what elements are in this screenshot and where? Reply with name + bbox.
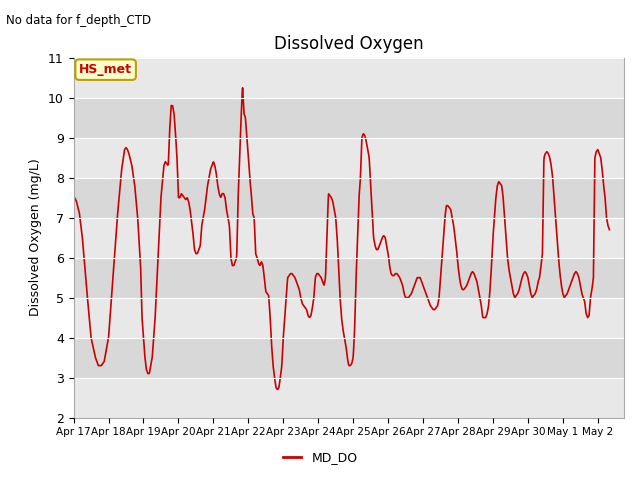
Bar [74, 138, 624, 178]
Title: Dissolved Oxygen: Dissolved Oxygen [274, 35, 424, 53]
Bar [74, 58, 624, 97]
Bar [74, 378, 624, 418]
Bar [74, 97, 624, 138]
Y-axis label: Dissolved Oxygen (mg/L): Dissolved Oxygen (mg/L) [29, 159, 42, 316]
Bar [74, 178, 624, 217]
Text: No data for f_depth_CTD: No data for f_depth_CTD [6, 14, 152, 27]
Bar [74, 298, 624, 337]
Bar [74, 258, 624, 298]
Bar [74, 217, 624, 258]
Text: HS_met: HS_met [79, 63, 132, 76]
Bar [74, 337, 624, 378]
Legend: MD_DO: MD_DO [278, 446, 362, 469]
